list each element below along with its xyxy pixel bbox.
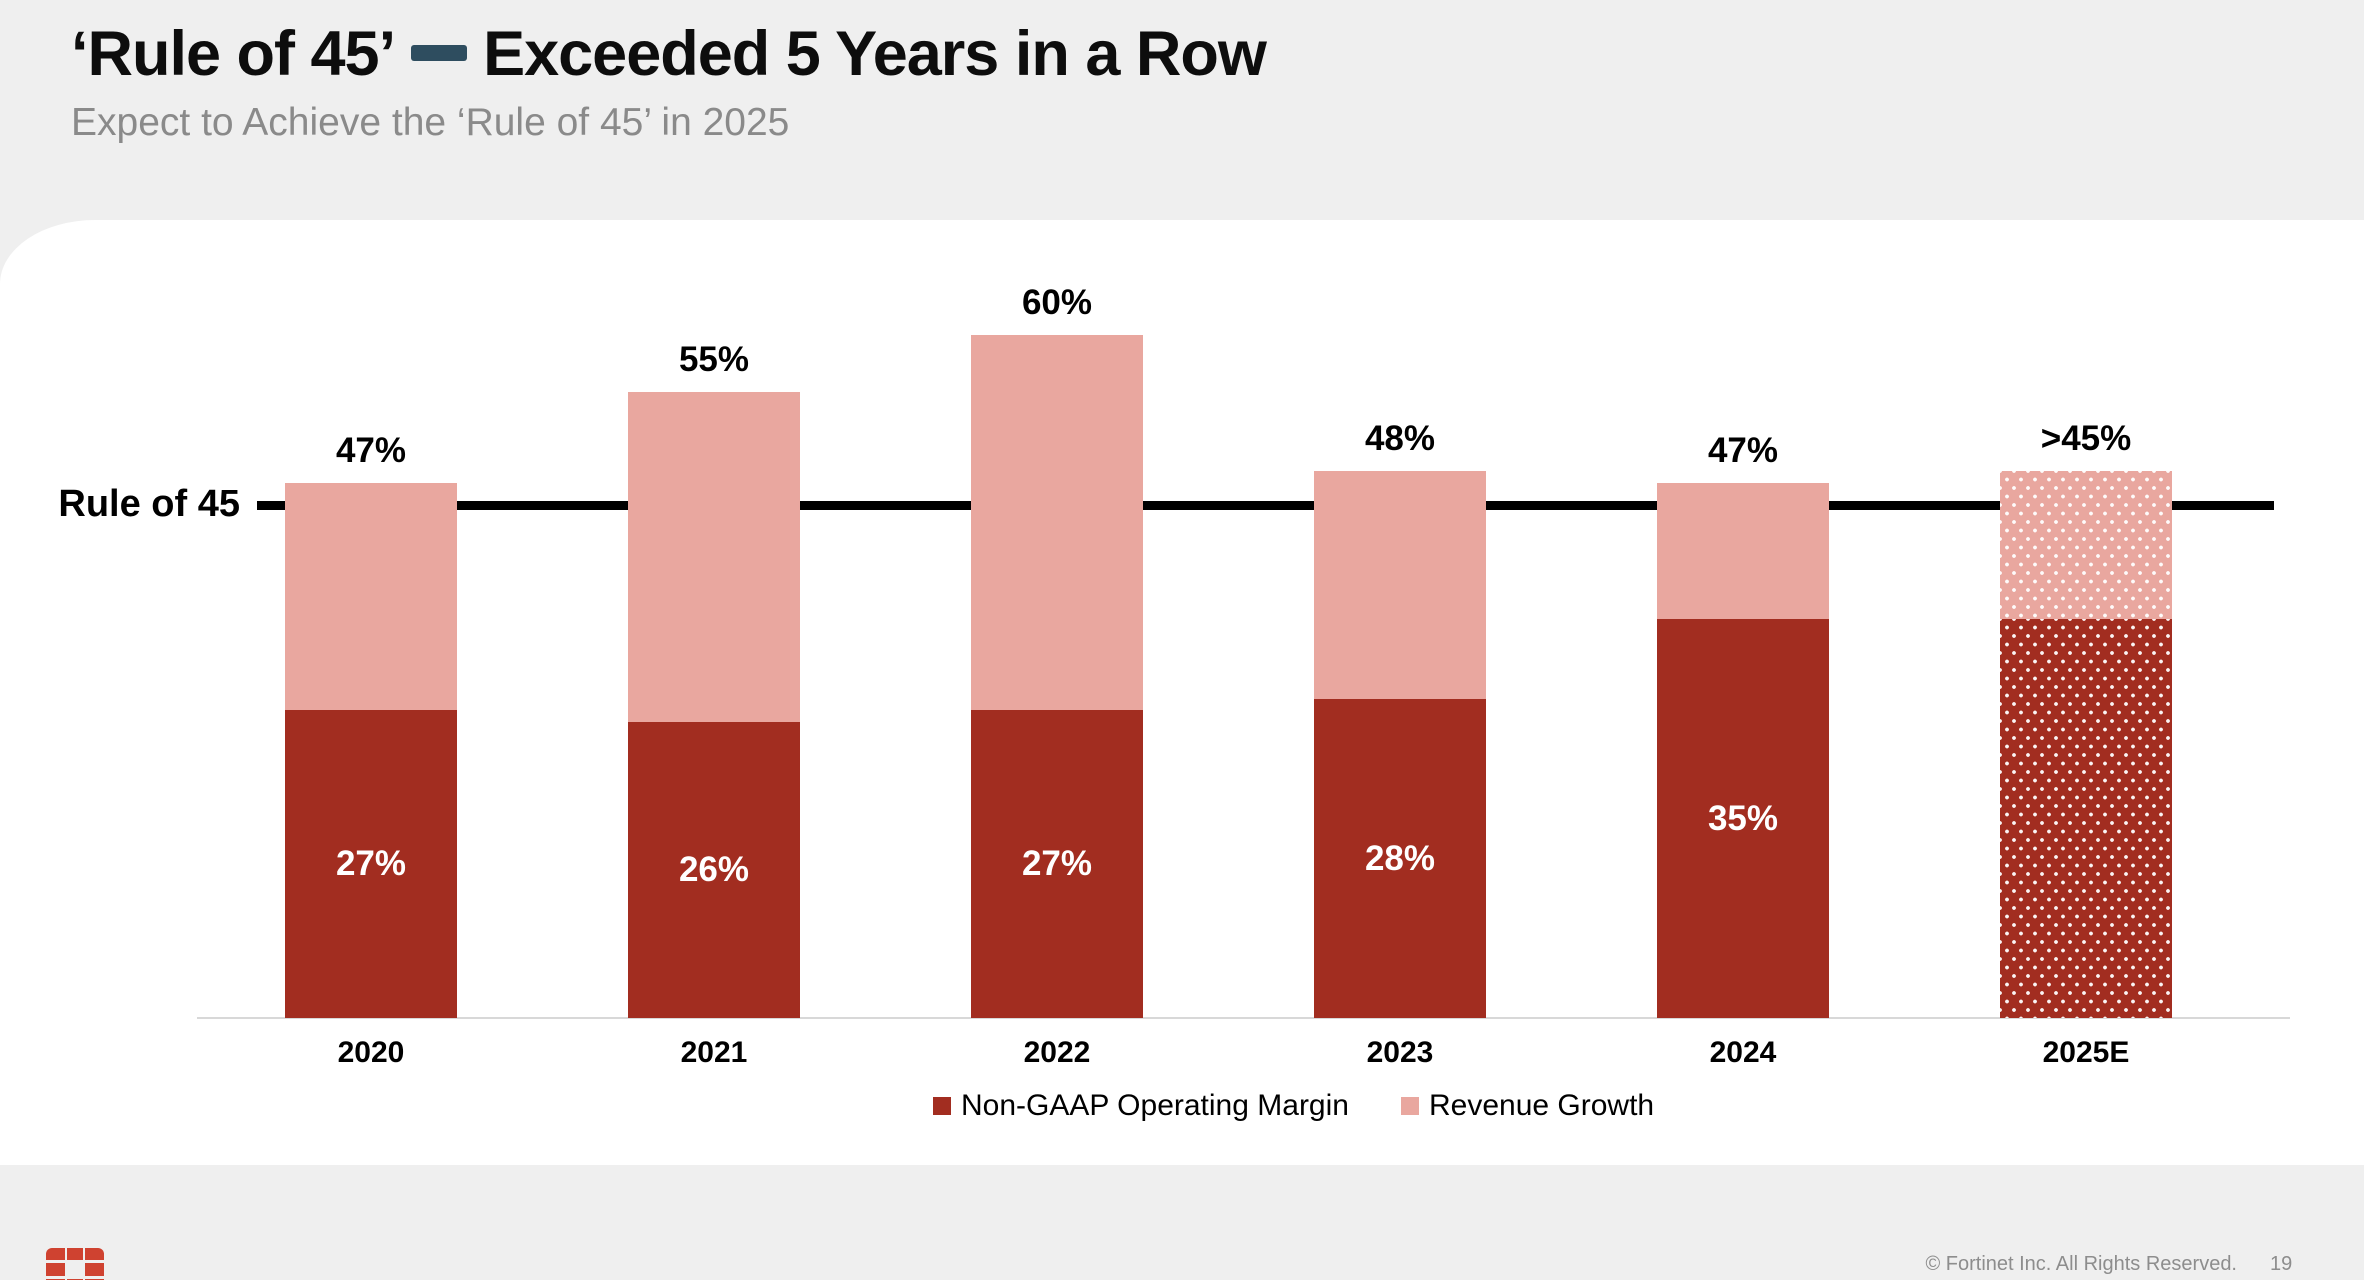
title-dash bbox=[411, 45, 468, 61]
title-post: Exceeded 5 Years in a Row bbox=[483, 19, 1267, 89]
legend-item-growth: Revenue Growth bbox=[1400, 1088, 1655, 1124]
page-number: 19 bbox=[2270, 1253, 2293, 1275]
slide-header: ‘Rule of 45’ Exceeded 5 Years in a Row Ex… bbox=[71, 14, 2324, 148]
chart-legend: Non-GAAP Operating Margin Revenue Growth bbox=[933, 1088, 1654, 1124]
fortinet-logo-icon bbox=[46, 1248, 104, 1280]
legend-label-growth: Revenue Growth bbox=[1428, 1089, 1655, 1122]
title-pre: ‘Rule of 45’ bbox=[71, 19, 396, 89]
page-title: ‘Rule of 45’ Exceeded 5 Years in a Row bbox=[71, 14, 2324, 94]
legend-label-margin: Non-GAAP Operating Margin bbox=[961, 1089, 1349, 1122]
legend-item-margin: Non-GAAP Operating Margin bbox=[933, 1088, 1349, 1124]
legend-swatch-growth bbox=[1400, 1097, 1419, 1115]
content-card bbox=[0, 220, 2364, 1165]
page-subtitle: Expect to Achieve the ‘Rule of 45’ in 20… bbox=[71, 101, 790, 144]
copyright-text: © Fortinet Inc. All Rights Reserved. bbox=[1925, 1253, 2237, 1275]
legend-swatch-margin bbox=[933, 1097, 951, 1115]
